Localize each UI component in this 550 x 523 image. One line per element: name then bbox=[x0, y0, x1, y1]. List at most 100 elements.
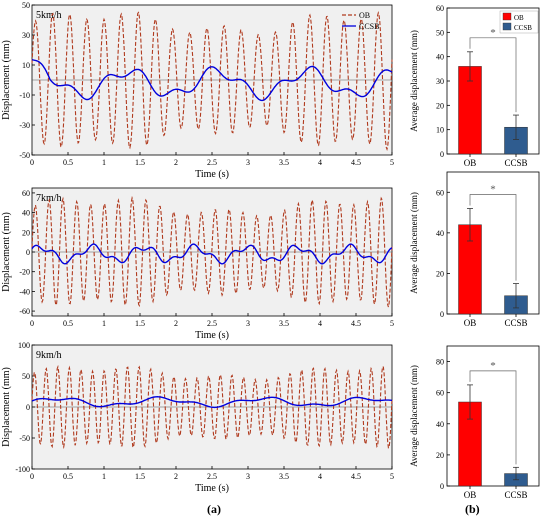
significance-bracket bbox=[469, 194, 517, 281]
x-tick-label: 0 bbox=[30, 472, 34, 481]
x-tick-label: CCSB bbox=[504, 490, 527, 500]
y-tick-label: 30 bbox=[22, 31, 30, 40]
x-tick-label: 4.5 bbox=[351, 319, 361, 328]
legend-label: CCSB bbox=[359, 22, 379, 31]
y-tick-label: 0 bbox=[440, 482, 444, 491]
x-tick-label: 1.5 bbox=[135, 319, 145, 328]
x-tick-label: 4 bbox=[318, 158, 322, 167]
y-tick-label: 0 bbox=[440, 310, 444, 319]
y-tick-label: 50 bbox=[436, 28, 444, 37]
y-tick-label: 60 bbox=[436, 389, 444, 398]
y-tick-label: -50 bbox=[19, 151, 30, 160]
x-tick-label: 1 bbox=[102, 472, 106, 481]
series-line-ccsb bbox=[31, 395, 393, 409]
y-tick-label: 10 bbox=[22, 61, 30, 70]
y-tick-label: -50 bbox=[19, 434, 30, 443]
series-line-ccsb bbox=[31, 243, 393, 265]
x-tick-label: 2.5 bbox=[207, 319, 217, 328]
x-tick-label: OB bbox=[464, 490, 477, 500]
y-axis-label: Average displacement (mm) bbox=[409, 365, 419, 467]
x-tick-label: 2.5 bbox=[207, 158, 217, 167]
speed-annotation: 7km/h bbox=[36, 193, 62, 204]
x-axis-label: Time (s) bbox=[195, 483, 229, 494]
legend-label: CCSB bbox=[514, 24, 532, 32]
y-tick-label: 20 bbox=[436, 101, 444, 110]
y-tick-label: -60 bbox=[19, 307, 30, 316]
y-axis-label: Average displacement (mm) bbox=[409, 192, 419, 294]
x-tick-label: 2 bbox=[174, 472, 178, 481]
y-tick-label: 20 bbox=[436, 451, 444, 460]
panel-label-a: (a) bbox=[207, 502, 221, 516]
x-tick-label: 3 bbox=[246, 158, 250, 167]
x-tick-label: 4 bbox=[318, 472, 322, 481]
legend-label: OB bbox=[514, 14, 524, 22]
y-tick-label: 0 bbox=[26, 248, 30, 257]
x-tick-label: 2 bbox=[174, 158, 178, 167]
x-tick-label: 5 bbox=[390, 319, 394, 328]
x-tick-label: CCSB bbox=[504, 158, 527, 168]
x-tick-label: OB bbox=[464, 318, 477, 328]
y-tick-label: -20 bbox=[19, 268, 30, 277]
x-tick-label: 1.5 bbox=[135, 158, 145, 167]
speed-annotation: 5km/h bbox=[36, 10, 62, 21]
y-tick-label: 40 bbox=[436, 229, 444, 238]
y-tick-label: 50 bbox=[22, 1, 30, 10]
x-tick-label: 0.5 bbox=[63, 158, 73, 167]
y-axis-label: Average displacement (mm) bbox=[409, 30, 419, 132]
x-tick-label: 4 bbox=[318, 319, 322, 328]
significance-marker: * bbox=[490, 360, 496, 372]
series-line-ob bbox=[31, 195, 393, 308]
y-tick-label: 0 bbox=[440, 150, 444, 159]
y-tick-label: 60 bbox=[22, 189, 30, 198]
y-axis-label: Displacement (mm) bbox=[1, 40, 12, 120]
y-tick-label: 40 bbox=[436, 53, 444, 62]
x-tick-label: OB bbox=[464, 158, 477, 168]
x-tick-label: 0 bbox=[30, 319, 34, 328]
x-tick-label: 3.5 bbox=[279, 472, 289, 481]
speed-annotation: 9km/h bbox=[36, 350, 62, 361]
y-tick-label: -30 bbox=[19, 121, 30, 130]
y-tick-label: 10 bbox=[436, 126, 444, 135]
y-tick-label: 0 bbox=[26, 403, 30, 412]
x-tick-label: 0.5 bbox=[63, 472, 73, 481]
y-tick-label: 80 bbox=[436, 358, 444, 367]
legend-label: OB bbox=[359, 11, 370, 20]
significance-bracket bbox=[469, 370, 517, 465]
x-tick-label: 0.5 bbox=[63, 319, 73, 328]
x-tick-label: 2 bbox=[174, 319, 178, 328]
y-tick-label: 20 bbox=[436, 269, 444, 278]
y-tick-label: 60 bbox=[436, 4, 444, 13]
significance-marker: * bbox=[490, 27, 496, 39]
x-tick-label: 4.5 bbox=[351, 158, 361, 167]
significance-marker: * bbox=[490, 184, 496, 196]
y-tick-label: -10 bbox=[19, 91, 30, 100]
x-tick-label: 1 bbox=[102, 319, 106, 328]
y-tick-label: 60 bbox=[436, 188, 444, 197]
x-tick-label: 1 bbox=[102, 158, 106, 167]
y-axis-label: Displacement (mm) bbox=[1, 212, 12, 292]
series-line-ccsb bbox=[31, 59, 393, 102]
y-tick-label: 100 bbox=[18, 341, 30, 350]
x-axis-label: Time (s) bbox=[195, 330, 229, 341]
legend-swatch bbox=[502, 22, 512, 31]
x-tick-label: CCSB bbox=[504, 318, 527, 328]
x-tick-label: 4.5 bbox=[351, 472, 361, 481]
x-tick-label: 3.5 bbox=[279, 158, 289, 167]
y-axis-label: Displacement (mm) bbox=[1, 367, 12, 447]
x-tick-label: 1.5 bbox=[135, 472, 145, 481]
x-axis-label: Time (s) bbox=[195, 169, 229, 180]
x-tick-label: 3.5 bbox=[279, 319, 289, 328]
y-tick-label: 50 bbox=[22, 372, 30, 381]
y-tick-label: 40 bbox=[436, 420, 444, 429]
x-tick-label: 3 bbox=[246, 472, 250, 481]
x-tick-label: 5 bbox=[390, 472, 394, 481]
x-tick-label: 2.5 bbox=[207, 472, 217, 481]
legend-swatch bbox=[502, 12, 512, 21]
y-tick-label: 30 bbox=[436, 77, 444, 86]
significance-bracket bbox=[469, 37, 517, 113]
y-tick-label: 40 bbox=[22, 209, 30, 218]
x-tick-label: 3 bbox=[246, 319, 250, 328]
x-tick-label: 5 bbox=[390, 158, 394, 167]
y-tick-label: -100 bbox=[15, 465, 30, 474]
